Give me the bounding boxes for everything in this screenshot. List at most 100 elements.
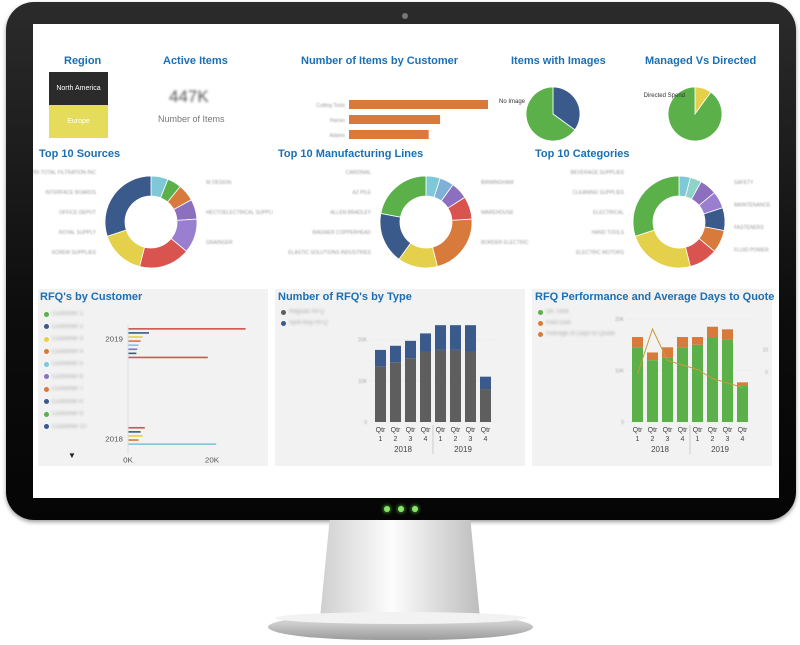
legend-dot-icon — [44, 399, 49, 404]
rfq-performance-plot: 0 10K 20K Qtr 1 Qtr 2 Qtr 3 Qtr 4 Qtr 1 Qtr 2 Qtr 3 Qtr 4 2… — [615, 317, 768, 454]
rfq_performance-ytick-0: 0 — [621, 420, 624, 426]
top_sources-label-5: W DESIGN — [206, 180, 232, 186]
rbc-legend-item-1: Customer 2 — [44, 324, 83, 330]
rfq_performance-xtick-a-7: Qtr — [738, 427, 748, 434]
top_sources-slice-6 — [106, 229, 146, 268]
top-sources-title: Top 10 Sources — [39, 148, 121, 160]
bar-label-customer-2: Adams — [329, 133, 345, 139]
rfqs_by_type-xtick-a-5: Qtr — [451, 427, 461, 434]
rfq_performance-group-1: 2019 — [711, 445, 729, 454]
rfqs_by_type-bar-0-1 — [390, 362, 401, 422]
items-by-customer-title: Number of Items by Customer — [301, 55, 459, 67]
rfqs_by_type-ytick-0: 0 — [364, 420, 367, 426]
legend-regular-rfq: Regular RFQ — [281, 309, 324, 315]
rbc-legend-label: Customer 1 — [52, 311, 84, 317]
legend-dot-icon — [44, 336, 49, 342]
rfq_performance-bar-0-2 — [662, 357, 673, 422]
top_categories-label-1: CLEANING SUPPLIES — [573, 190, 625, 196]
region-option-north-america[interactable]: North America — [49, 72, 108, 105]
rfq_performance-ytick-2: 20K — [615, 317, 625, 323]
rbc-legend-label: Customer 7 — [52, 386, 84, 392]
rbc-legend-item-8: Customer 9 — [44, 411, 83, 417]
bar-customer-0 — [349, 100, 488, 109]
rbc-legend-item-6: Customer 7 — [44, 386, 83, 392]
legend-dot-icon — [44, 374, 49, 379]
legend-dot-icon — [44, 424, 49, 429]
rfqs-by-customer-chart: RFQ's by Customer Customer 1 Customer 2 Cu… — [38, 289, 268, 466]
rfqs-by-customer-title: RFQ's by Customer — [40, 291, 143, 303]
rfq_performance-xtick-b-2: 3 — [666, 436, 670, 443]
rfq_performance-bar-0-0 — [632, 347, 643, 422]
rfqs_by_type-group-0: 2018 — [394, 445, 412, 454]
rfq_performance-xtick-b-7: 4 — [741, 436, 745, 443]
top_sources-label-3: ROYAL SUPPLY — [59, 230, 97, 236]
rfqs_by_type-xtick-a-6: Qtr — [466, 427, 476, 434]
top_sources-slice-7 — [104, 175, 152, 237]
rfqs_by_type-xtick-b-0: 1 — [379, 436, 383, 443]
top_categories-label-2: ELECTRICAL — [593, 210, 624, 216]
rfqs-by-type-title: Number of RFQ's by Type — [278, 291, 412, 303]
rbc-legend-label: Customer 9 — [52, 411, 84, 417]
rfq_performance-xtick-a-2: Qtr — [663, 427, 673, 434]
top_categories-label-5: SAFETY — [734, 180, 754, 186]
legend-spot-buy-rfq-label: Spot Buy RFQ — [289, 320, 328, 326]
power-led-3 — [412, 506, 418, 512]
rbc-legend-label: Customer 2 — [52, 323, 84, 330]
rfqs_by_type-bar-0-5 — [450, 349, 461, 422]
rfq_performance-xtick-a-1: Qtr — [648, 427, 658, 434]
top_mfg_lines-label-0: CARDINAL — [346, 170, 372, 176]
rfqs_by_type-ytick-2: 20K — [358, 338, 368, 344]
top_sources-label-4: SCREW SUPPLIES — [52, 250, 97, 256]
top_categories-label-0: BEVERAGE SUPPLIES — [571, 170, 625, 176]
chevron-down-icon[interactable]: ▼ — [68, 451, 76, 460]
top_mfg_lines-label-7: BORDER ELECTRIC — [481, 240, 529, 246]
rfq_performance-bar-1-5 — [707, 326, 718, 338]
spend-label-directed: Directed Spend — [644, 93, 685, 99]
rbc-legend-label: Customer 3 — [52, 336, 84, 342]
rbc-legend-item-9: Customer 10 — [44, 424, 86, 430]
power-led-1 — [384, 506, 390, 512]
rfq_performance-avg-line — [637, 327, 743, 388]
rfqs_by_type-group-1: 2019 — [454, 445, 472, 454]
rfq_performance-group-0: 2018 — [651, 445, 669, 454]
bar-label-customer-1: Harran — [330, 118, 346, 124]
rfq_performance-xtick-b-4: 1 — [696, 436, 700, 443]
managed-vs-directed-plot: Directed SpendManaged Spend — [644, 86, 723, 142]
top_sources-label-2: OFFICE DEPOT — [59, 210, 96, 216]
rfqs_by_type-bar-1-7 — [480, 376, 491, 390]
rfq_performance-xtick-b-0: 1 — [636, 436, 640, 443]
rbc-bar-2019-1 — [128, 332, 149, 334]
legend-spot-buy-rfq: Spot Buy RFQ — [281, 320, 328, 326]
rbc-legend-item-0: Customer 1 — [44, 311, 83, 317]
rfq_performance-xtick-b-3: 4 — [681, 436, 685, 443]
rbc-legend-label: Customer 10 — [52, 423, 87, 430]
rbc-bar-2018-2 — [128, 435, 143, 437]
legend-dot-icon — [44, 349, 49, 354]
legend-regular-rfq-label: Regular RFQ — [289, 309, 325, 315]
rfqs-by-customer-plot: 2019 2018 0K 20K — [105, 325, 246, 464]
rbc-bar-2019-7 — [128, 356, 208, 359]
top-mfg-lines-chart: Top 10 Manufacturing Lines CARDINAL AZ PI… — [276, 144, 531, 284]
top_sources-label-1: INTERFACE BOARDS — [45, 190, 96, 196]
rfqs_by_type-xtick-a-1: Qtr — [391, 427, 401, 434]
rfqs_by_type-xtick-a-2: Qtr — [406, 427, 416, 434]
legend-on-time: On Time — [538, 309, 569, 315]
rbc-bar-2018-1 — [128, 431, 141, 433]
top_categories-label-6: MAINTENANCE — [734, 203, 771, 209]
rbc-bar-2019-5 — [128, 348, 138, 351]
top_mfg_lines-label-3: WAGNER COPPERHEAD — [312, 230, 371, 236]
active-items-value: 447K — [169, 87, 209, 106]
rbc-bar-2019-6 — [128, 352, 137, 355]
images-slice-1 — [525, 86, 576, 142]
rbc-legend-label: Customer 5 — [52, 361, 84, 367]
items-with-images-chart: Items with Images No ImageImage Exists — [493, 52, 613, 142]
rbc-bar-2018-3 — [128, 439, 139, 441]
region-option-europe[interactable]: Europe — [49, 105, 108, 138]
items-by-customer-chart: Number of Items by Customer Cutting Tool… — [263, 52, 488, 142]
rfqs_by_type-xtick-b-5: 2 — [454, 436, 458, 443]
legend-dot-icon — [44, 386, 49, 392]
rfqs_by_type-bar-1-0 — [375, 349, 386, 367]
monitor-stand-neck — [320, 520, 480, 618]
legend-dot-icon — [44, 411, 49, 417]
rbc-legend-item-4: Customer 5 — [44, 361, 83, 367]
